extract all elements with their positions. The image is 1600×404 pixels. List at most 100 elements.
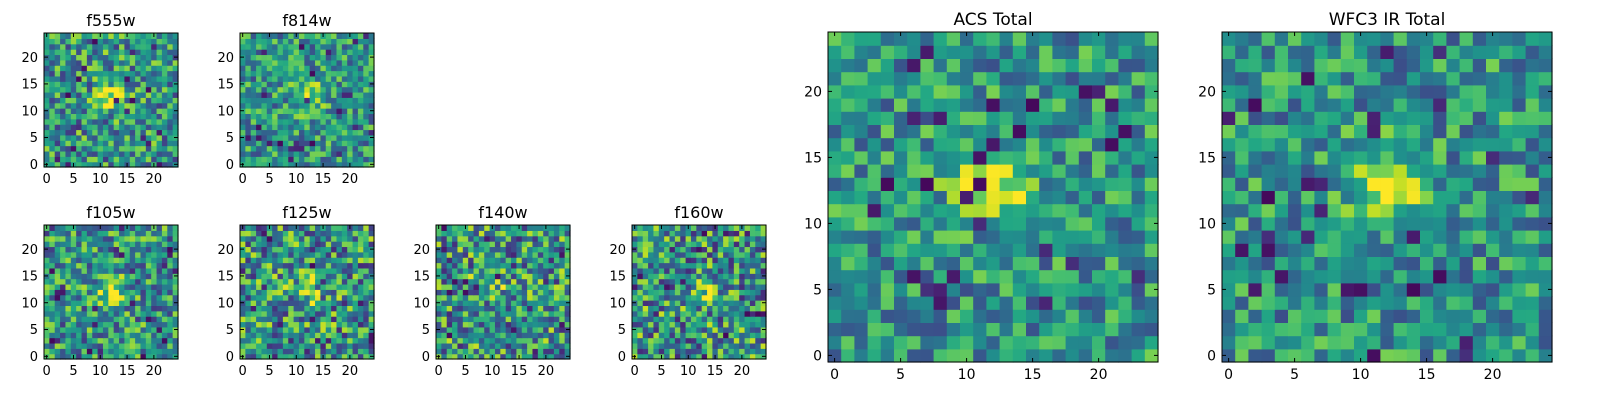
pixel [124, 263, 130, 269]
pixel [49, 124, 55, 130]
pixel [167, 97, 173, 103]
pixel [71, 241, 77, 247]
pixel [278, 279, 284, 285]
pixel [648, 230, 654, 236]
pixel [353, 103, 359, 109]
pixel [1394, 217, 1408, 231]
pixel [151, 343, 157, 349]
pixel [98, 343, 104, 349]
pixel [1314, 296, 1328, 310]
pixel [272, 311, 278, 317]
pixel [691, 348, 697, 354]
pixel [755, 284, 761, 290]
pixel [739, 241, 745, 247]
pixel [283, 316, 289, 322]
pixel [162, 44, 168, 50]
pixel [157, 60, 163, 66]
pixel [1052, 111, 1066, 125]
pixel [686, 327, 692, 333]
pixel [363, 151, 369, 157]
pixel [559, 246, 565, 252]
pixel [739, 273, 745, 279]
pixel [1486, 204, 1500, 218]
pixel [245, 241, 251, 247]
pixel [114, 295, 120, 301]
pixel [532, 257, 538, 263]
pixel [336, 71, 342, 77]
pixel [712, 236, 718, 242]
pixel [653, 252, 659, 258]
y-tick-label: 15 [217, 270, 234, 285]
pixel [44, 103, 50, 109]
pixel [1262, 230, 1276, 244]
pixel [532, 230, 538, 236]
pixel [92, 103, 98, 109]
pixel [167, 236, 173, 242]
pixel [256, 268, 262, 274]
pixel [310, 300, 316, 306]
pixel [124, 338, 130, 344]
pixel [500, 252, 506, 258]
pixel [702, 236, 708, 242]
pixel [76, 151, 82, 157]
pixel [240, 76, 246, 82]
pixel [680, 230, 686, 236]
pixel [44, 241, 50, 247]
pixel [702, 241, 708, 247]
pixel [108, 49, 114, 55]
pixel [108, 273, 114, 279]
pixel [670, 300, 676, 306]
pixel [680, 257, 686, 263]
pixel [310, 252, 316, 258]
pixel [304, 316, 310, 322]
pixel [718, 332, 724, 338]
pixel [92, 343, 98, 349]
pixel [718, 305, 724, 311]
pixel [162, 332, 168, 338]
pixel [245, 343, 251, 349]
pixel [511, 338, 517, 344]
pixel [973, 32, 987, 46]
pixel [140, 230, 146, 236]
pixel [114, 129, 120, 135]
pixel [240, 343, 246, 349]
pixel [1526, 243, 1540, 257]
pixel [326, 38, 332, 44]
pixel [728, 321, 734, 327]
pixel [728, 241, 734, 247]
pixel [474, 236, 480, 242]
pixel [686, 311, 692, 317]
y-tick-label: 0 [618, 350, 626, 365]
pixel [103, 146, 109, 152]
pixel [739, 311, 745, 317]
pixel [712, 246, 718, 252]
pixel [65, 65, 71, 71]
pixel [1539, 164, 1553, 178]
pixel [320, 348, 326, 354]
pixel [240, 124, 246, 130]
pixel [907, 124, 921, 138]
pixel [527, 332, 533, 338]
pixel [299, 44, 305, 50]
pixel [278, 140, 284, 146]
pixel [108, 108, 114, 114]
pixel [868, 256, 882, 270]
pixel [71, 54, 77, 60]
pixel [283, 311, 289, 317]
pixel [1066, 190, 1080, 204]
pixel [278, 284, 284, 290]
pixel [1473, 243, 1487, 257]
pixel [299, 284, 305, 290]
pixel [283, 113, 289, 119]
pixel [1367, 309, 1381, 323]
pixel [755, 279, 761, 285]
pixel [947, 138, 961, 152]
pixel [1145, 177, 1159, 191]
pixel [659, 295, 665, 301]
x-tick-label: 20 [342, 172, 359, 187]
pixel [474, 311, 480, 317]
pixel [463, 284, 469, 290]
pixel [124, 236, 130, 242]
pixel [1473, 270, 1487, 284]
pixel [712, 305, 718, 311]
